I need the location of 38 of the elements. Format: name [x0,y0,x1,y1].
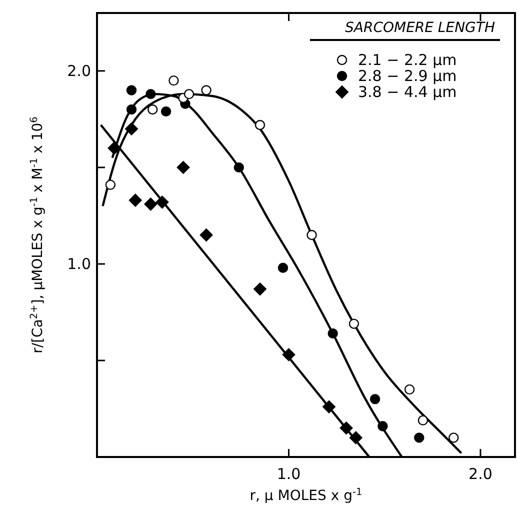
point [200,228,213,242]
point [156,196,169,209]
x-axis-title: r, μ MOLES x g$^{-1}$ [250,486,362,504]
point [148,104,158,115]
legend-label: 2.1 − 2.2 μm [358,51,457,69]
point [146,88,156,100]
legend-title: SARCOMERE LENGTH [345,20,496,36]
point [322,400,336,414]
point [201,85,212,96]
point [125,122,138,136]
point [418,415,428,426]
point [404,384,415,395]
point [160,106,172,117]
point [414,432,424,443]
point [378,421,388,432]
point [105,180,116,190]
point [448,432,459,443]
point [144,198,158,211]
point [128,194,142,207]
point [282,348,296,362]
point [253,282,266,296]
point [184,88,194,100]
point [126,104,137,115]
legend-label: 2.8 − 2.9 μm [358,67,457,85]
point [348,318,360,329]
point [108,142,121,155]
point [349,431,362,444]
legend-label: 3.8 − 4.4 μm [358,83,457,101]
point [234,162,244,173]
point [328,328,338,339]
point [126,85,137,96]
point [168,75,179,86]
point [340,422,353,435]
point [306,230,317,240]
point [278,262,288,273]
point [176,160,190,174]
point [370,394,380,404]
point [254,120,266,130]
